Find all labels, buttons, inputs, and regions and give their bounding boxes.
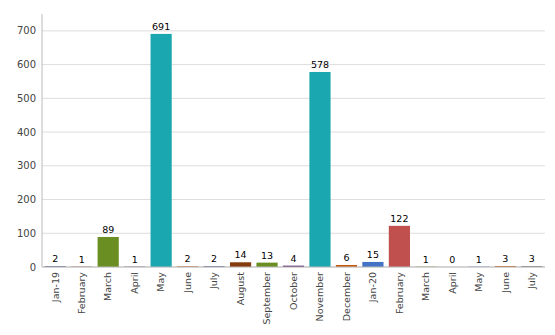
x-tick-label: April bbox=[447, 272, 458, 294]
data-label: 6 bbox=[343, 252, 349, 263]
x-tick-label: June bbox=[182, 272, 193, 294]
grid-line bbox=[42, 64, 545, 65]
y-tick-label: 300 bbox=[17, 160, 36, 171]
y-tick-label: 0 bbox=[30, 262, 36, 273]
data-label: 15 bbox=[367, 249, 379, 260]
data-label: 122 bbox=[390, 213, 408, 224]
x-axis-line bbox=[42, 267, 545, 268]
x-tick-label: October bbox=[288, 272, 299, 310]
y-tick-label: 700 bbox=[17, 25, 36, 36]
grid-line bbox=[42, 165, 545, 166]
x-tick-label: November bbox=[314, 272, 325, 322]
x-tick-label: July bbox=[208, 272, 219, 290]
chart: 0100200300400500600700218916912214134578… bbox=[0, 0, 555, 335]
grid-line bbox=[42, 30, 545, 31]
data-label: 0 bbox=[449, 254, 455, 265]
x-tick-label: February bbox=[76, 272, 87, 314]
x-tick-label: August bbox=[235, 272, 246, 306]
bar bbox=[362, 262, 383, 267]
bar bbox=[309, 72, 330, 267]
data-label: 2 bbox=[211, 253, 217, 264]
x-tick-label: May bbox=[155, 272, 166, 292]
y-tick-label: 100 bbox=[17, 228, 36, 239]
x-tick-label: May bbox=[473, 272, 484, 292]
bar bbox=[389, 226, 410, 267]
data-label: 578 bbox=[311, 59, 329, 70]
data-label: 1 bbox=[476, 254, 482, 265]
x-tick-label: March bbox=[103, 272, 114, 301]
x-tick-label: Jan-19 bbox=[50, 272, 61, 303]
y-tick-label: 400 bbox=[17, 127, 36, 138]
y-tick-label: 600 bbox=[17, 59, 36, 70]
x-tick-label: February bbox=[394, 272, 405, 314]
y-tick-label: 500 bbox=[17, 93, 36, 104]
grid-line bbox=[42, 132, 545, 133]
bar bbox=[98, 237, 119, 267]
x-tick-label: April bbox=[129, 272, 140, 294]
x-tick-label: March bbox=[420, 272, 431, 301]
data-label: 3 bbox=[502, 253, 508, 264]
y-axis-line bbox=[42, 14, 43, 267]
data-label: 2 bbox=[52, 253, 58, 264]
data-label: 2 bbox=[185, 253, 191, 264]
data-label: 1 bbox=[79, 254, 85, 265]
grid-line bbox=[42, 233, 545, 234]
grid-line bbox=[42, 267, 545, 268]
bar bbox=[230, 262, 251, 267]
bar bbox=[151, 34, 172, 267]
data-label: 14 bbox=[235, 249, 247, 260]
x-tick-label: July bbox=[526, 272, 537, 290]
data-label: 1 bbox=[132, 254, 138, 265]
grid-line bbox=[42, 98, 545, 99]
x-tick-label: September bbox=[261, 272, 272, 325]
x-tick-label: Jan-20 bbox=[367, 272, 378, 303]
data-label: 691 bbox=[152, 21, 170, 32]
data-label: 4 bbox=[290, 253, 296, 264]
bars bbox=[45, 34, 543, 267]
data-label: 13 bbox=[261, 250, 273, 261]
data-label: 3 bbox=[529, 253, 535, 264]
x-tick-label: December bbox=[341, 272, 352, 321]
data-label: 89 bbox=[102, 224, 114, 235]
grid bbox=[42, 31, 545, 267]
x-tick-label: June bbox=[500, 272, 511, 294]
bar bbox=[256, 263, 277, 267]
grid-line bbox=[42, 199, 545, 200]
data-label: 1 bbox=[423, 254, 429, 265]
y-tick-label: 200 bbox=[17, 194, 36, 205]
